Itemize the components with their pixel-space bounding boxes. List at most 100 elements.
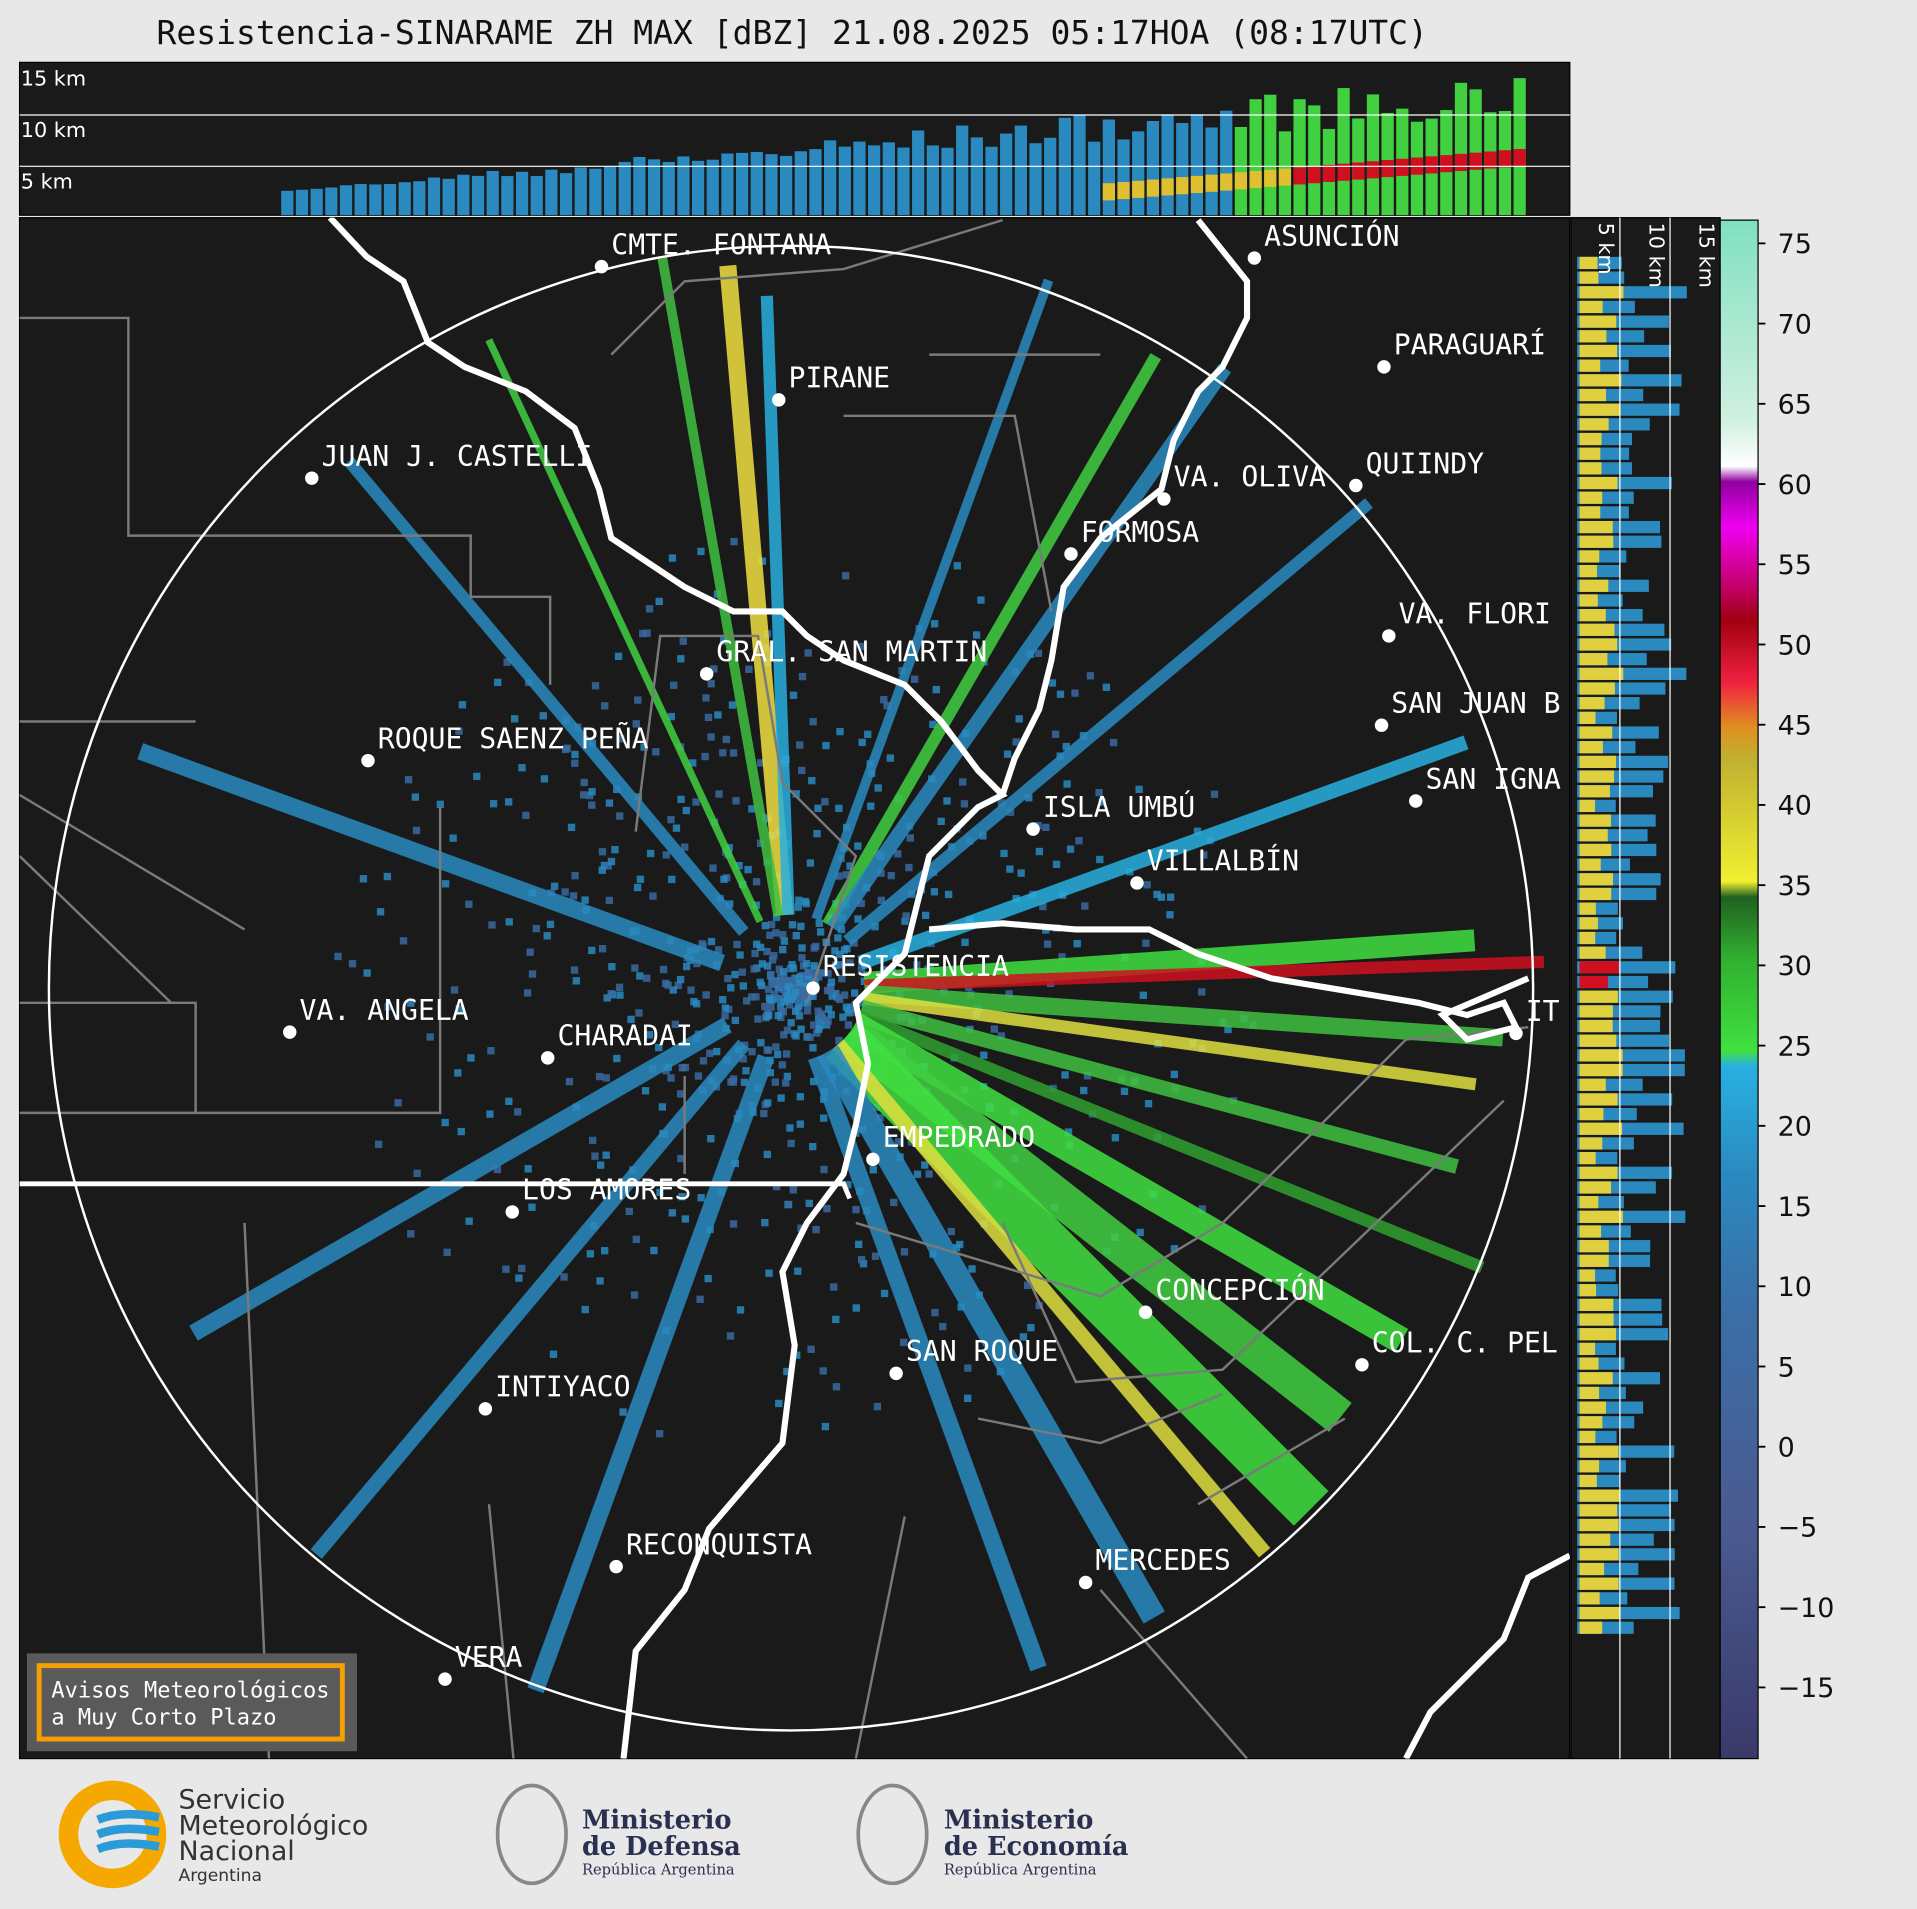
- colorbar-tick-label: 20: [1778, 1112, 1812, 1143]
- echo-core: [1579, 1372, 1613, 1385]
- logo-text: Servicio: [178, 1785, 285, 1816]
- echo-core: [1579, 1240, 1609, 1253]
- echo-pixel: [780, 937, 789, 945]
- colorbar-tick-label: 65: [1778, 390, 1812, 421]
- echo-pixel: [816, 928, 825, 936]
- echo-pixel: [670, 681, 678, 689]
- echo-pixel: [824, 1017, 832, 1025]
- echo-pixel: [748, 1048, 756, 1056]
- echo-pixel: [1198, 1205, 1206, 1213]
- echo-pixel: [943, 797, 951, 805]
- city-dot: [594, 259, 609, 274]
- echo-pixel: [679, 637, 687, 645]
- echo-pixel: [412, 826, 421, 835]
- echo-core: [1579, 917, 1598, 930]
- echo-pixel: [815, 919, 823, 927]
- echo-column: [471, 175, 485, 216]
- echo-column: [603, 166, 617, 216]
- echo-pixel: [820, 1114, 828, 1122]
- echo-pixel: [1098, 798, 1106, 806]
- echo-pixel: [731, 1016, 740, 1025]
- city-dot: [505, 1205, 519, 1219]
- echo-pixel: [572, 977, 580, 985]
- echo-pixel: [601, 702, 609, 710]
- city-label: ISLA UMBÚ: [1043, 790, 1195, 824]
- echo-core: [1579, 1445, 1619, 1458]
- echo-ray: [863, 984, 1504, 1047]
- coat-of-arms: [495, 1783, 568, 1886]
- echo-pixel: [715, 790, 723, 798]
- echo-pixel: [894, 1138, 903, 1146]
- echo-pixel: [636, 972, 644, 980]
- echo-pixel: [560, 1273, 568, 1281]
- echo-pixel: [774, 1050, 782, 1059]
- echo-pixel: [1012, 738, 1020, 746]
- echo-pixel: [760, 1109, 768, 1118]
- city-dot: [1064, 547, 1078, 561]
- echo-pixel: [798, 766, 806, 775]
- echo-pixel: [744, 865, 752, 874]
- echo-pixel: [838, 974, 846, 983]
- echo-pixel: [850, 989, 859, 997]
- echo-pixel: [693, 959, 701, 968]
- echo-column: [515, 171, 529, 216]
- echo-pixel: [443, 1248, 451, 1257]
- echo-pixel: [804, 968, 812, 976]
- echo-ray: [843, 498, 1373, 946]
- echo-pixel: [771, 990, 779, 998]
- echo-pixel: [641, 1087, 650, 1095]
- city-label: INTIYACO: [495, 1371, 630, 1404]
- echo-pixel: [487, 1047, 495, 1055]
- echo-pixel: [761, 1218, 769, 1227]
- city-label: COL. C. PEL: [1372, 1327, 1558, 1360]
- echo-pixel: [738, 968, 746, 976]
- echo-pixel: [817, 1010, 826, 1018]
- echo-pixel: [809, 717, 817, 726]
- echo-pixel: [450, 986, 459, 994]
- echo-core: [1579, 887, 1612, 901]
- echo-pixel: [348, 960, 357, 968]
- echo-pixel: [830, 1283, 838, 1291]
- echo-column: [486, 170, 499, 216]
- echo-pixel: [787, 1019, 795, 1027]
- echo-pixel: [625, 1207, 633, 1216]
- echo-pixel: [772, 978, 780, 987]
- echo-column: [765, 154, 778, 216]
- echo-core: [1132, 180, 1145, 198]
- echo-ray: [808, 1054, 1047, 1672]
- echo-pixel: [1073, 939, 1081, 948]
- echo-pixel: [669, 986, 677, 994]
- echo-pixel: [649, 892, 657, 900]
- echo-core: [1579, 682, 1615, 695]
- echo-ray: [657, 257, 784, 917]
- echo-core: [1579, 506, 1601, 519]
- echo-pixel: [739, 982, 747, 990]
- echo-pixel: [518, 764, 526, 772]
- city-dot: [889, 1366, 903, 1381]
- echo-pixel: [748, 805, 756, 813]
- echo-pixel: [376, 908, 385, 916]
- echo-pixel: [814, 804, 822, 812]
- echo-core: [1579, 1225, 1602, 1238]
- echo-core: [1308, 166, 1321, 184]
- echo-pixel: [518, 1264, 526, 1273]
- echo-pixel: [1015, 715, 1023, 723]
- echo-pixel: [858, 738, 866, 747]
- echo-pixel: [1006, 808, 1015, 816]
- echo-column: [824, 140, 837, 216]
- echo-pixel: [792, 932, 800, 940]
- echo-pixel: [707, 680, 715, 688]
- echo-pixel: [932, 685, 940, 694]
- echo-pixel: [806, 1033, 814, 1041]
- echo-core: [1579, 858, 1601, 871]
- echo-pixel: [822, 1021, 831, 1029]
- echo-pixel: [704, 713, 713, 722]
- echo-pixel: [772, 1182, 781, 1191]
- echo-pixel: [735, 861, 743, 870]
- city-dot: [361, 753, 375, 768]
- echo-pixel: [977, 596, 985, 604]
- echo-pixel: [840, 991, 849, 999]
- echo-pixel: [768, 979, 776, 987]
- echo-ray: [310, 1039, 750, 1559]
- echo-pixel: [384, 1003, 392, 1011]
